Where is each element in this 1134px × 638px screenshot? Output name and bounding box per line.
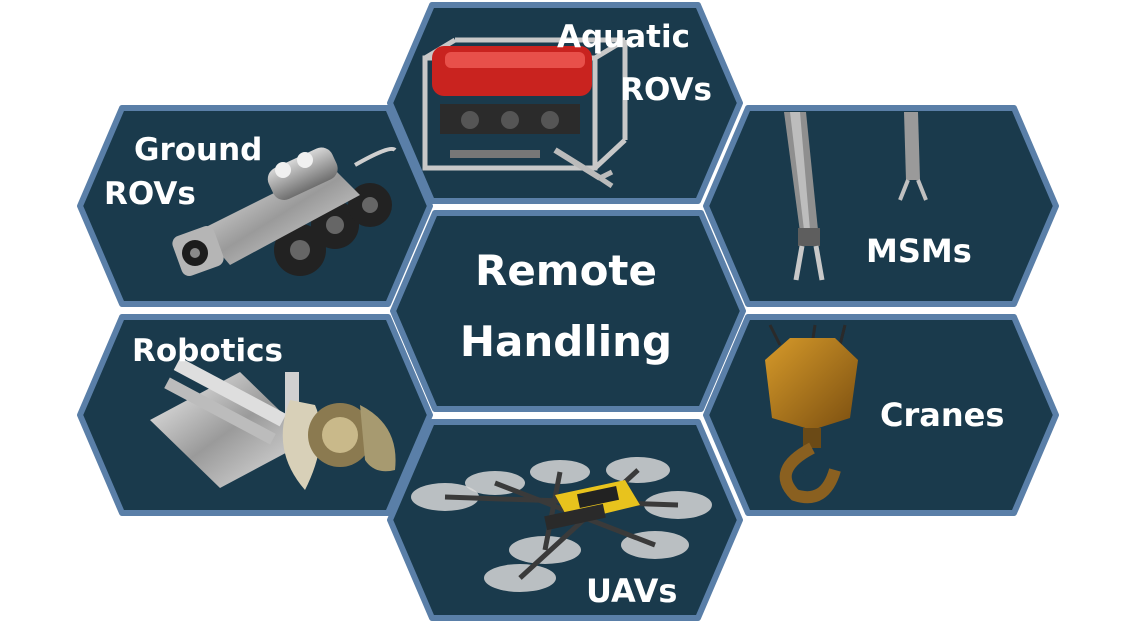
tracked-robot-icon [172,147,397,277]
robotic-arm-icon [150,357,396,490]
label-ground-line1: Ground [134,132,262,168]
label-robotics: Robotics [132,333,283,369]
hex-remote-handling [390,210,746,412]
label-msms: MSMs [866,232,972,270]
label-remote-handling-line1: Remote [475,246,657,295]
label-aquatic-line1: Aquatic [557,19,690,55]
master-slave-manipulator-icon [784,112,928,281]
drone-icon [411,457,712,592]
underwater-rov-icon [422,37,628,189]
label-aquatic-line2: ROVs [620,72,712,108]
label-uavs: UAVs [586,572,677,610]
label-cranes: Cranes [880,396,1004,434]
crane-hook-icon [765,324,858,504]
label-ground-line2: ROVs [104,176,196,212]
label-remote-handling-line2: Handling [460,317,672,366]
hex-msms [703,105,1059,307]
